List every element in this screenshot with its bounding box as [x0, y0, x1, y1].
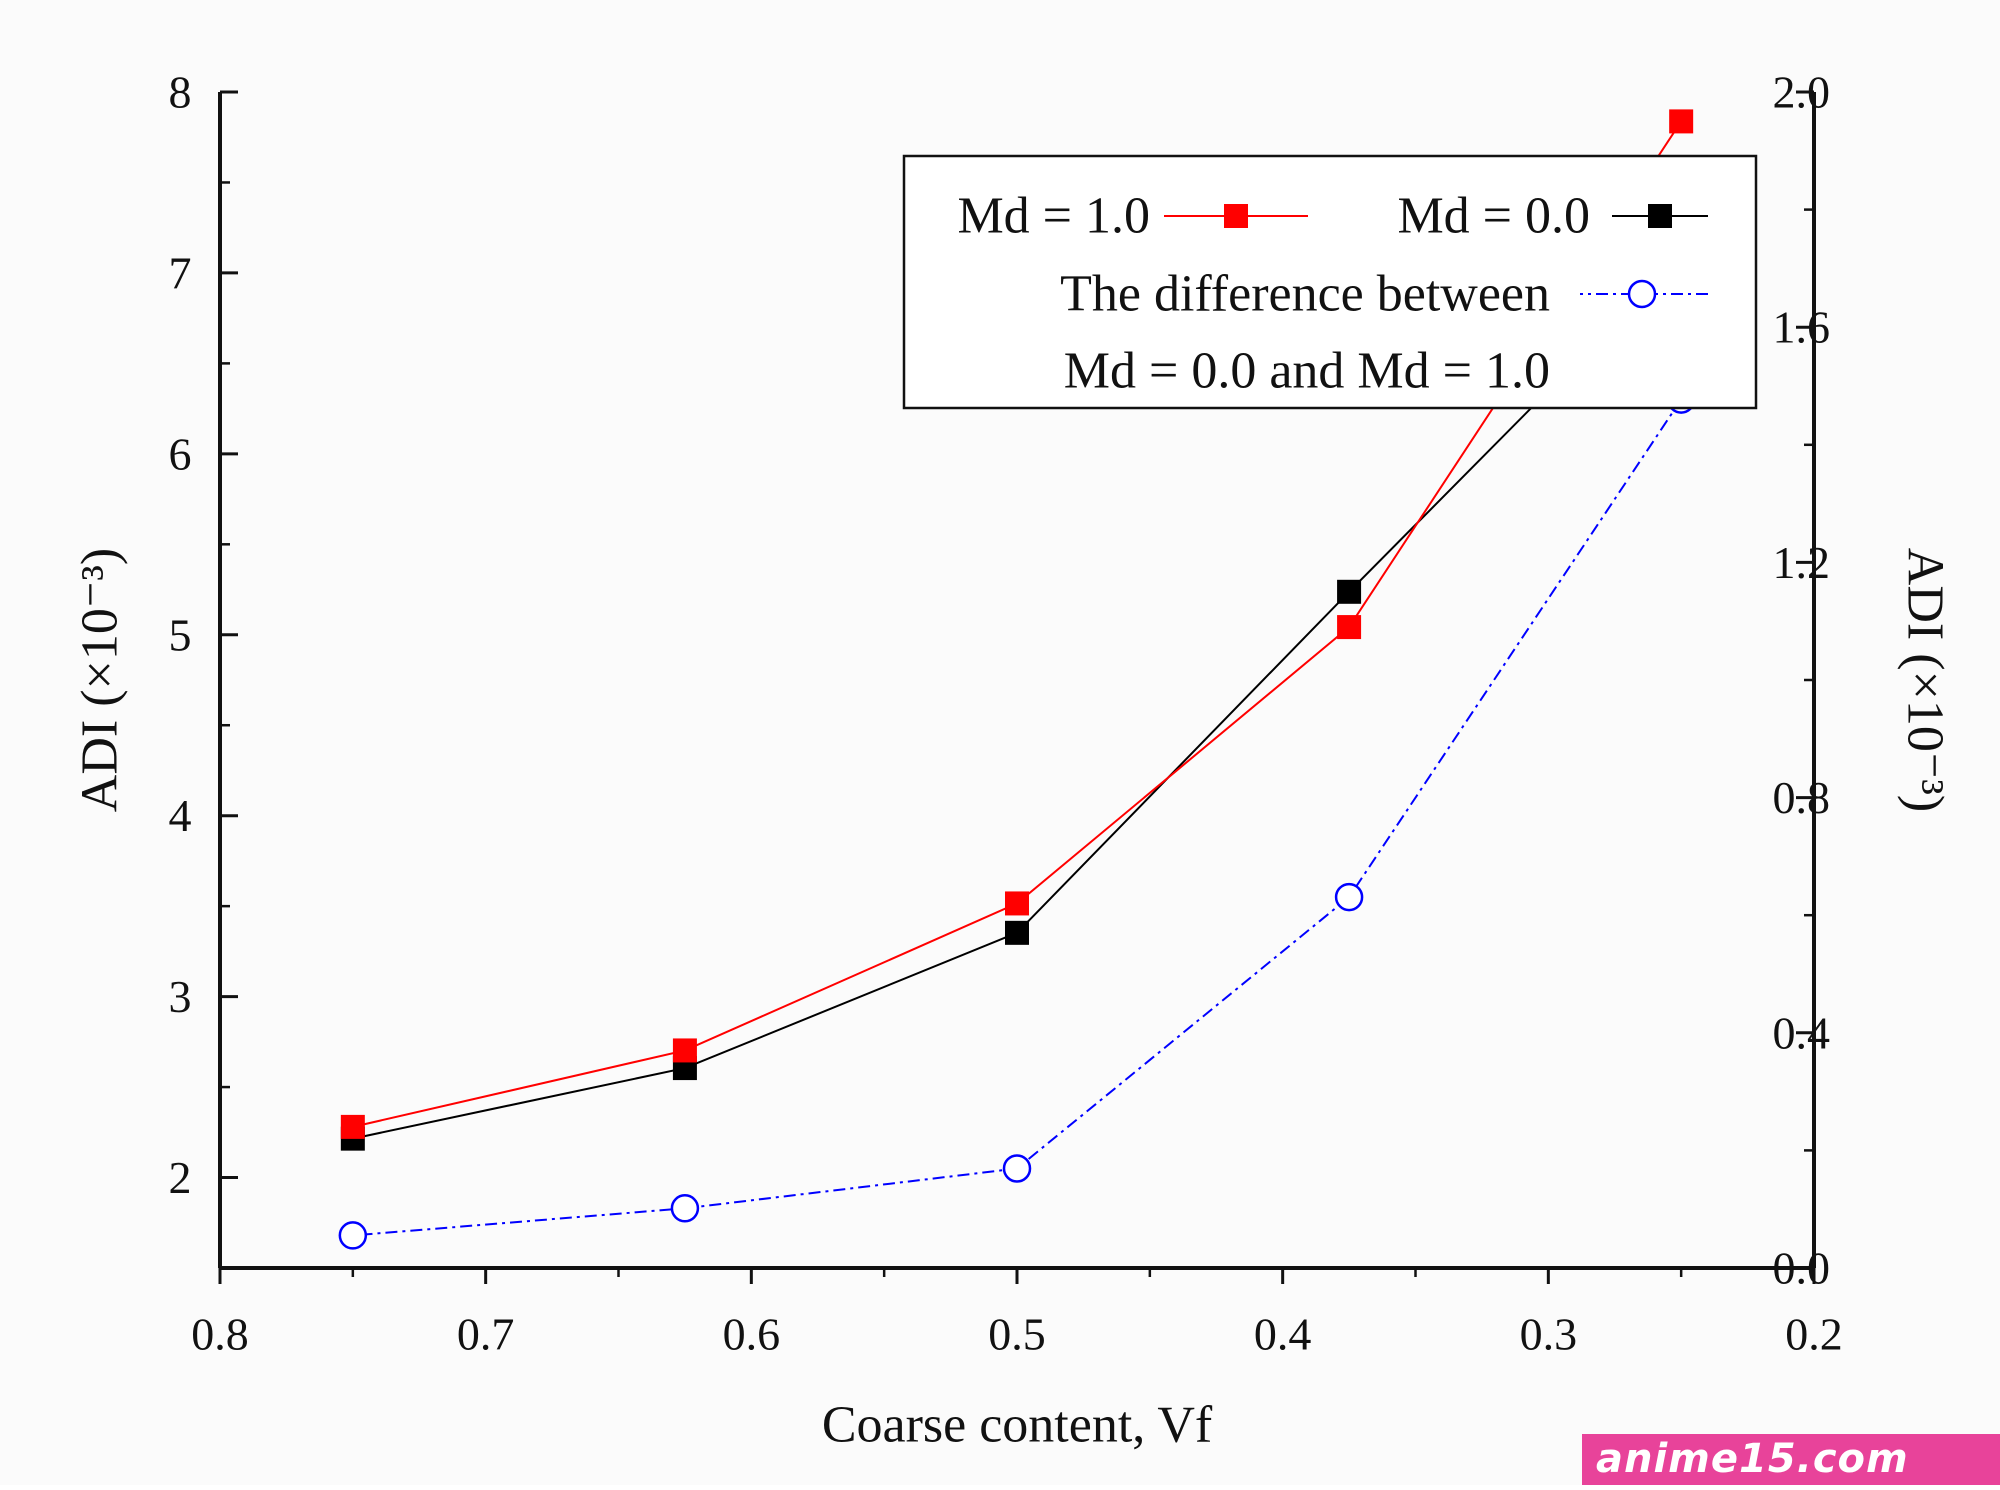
y-right-tick-label-wrap: 5	[169, 609, 192, 660]
x-axis-title-wrap: Coarse content, Vf	[822, 1397, 1213, 1454]
legend-label-0: Md = 0.0	[1397, 188, 1590, 245]
series-1-marker	[340, 1114, 365, 1139]
y-right-tick-label-wrap: 3	[169, 971, 192, 1022]
x-axis-title: Coarse content, Vf	[822, 1397, 1213, 1454]
series-1-marker	[1337, 615, 1362, 640]
y-right-axis-title: ADI (×10⁻³)	[72, 548, 129, 812]
y-left-tick-label-wrap: 1.6	[1773, 302, 1831, 353]
legend-label-1-wrap: Md = 1.0	[957, 188, 1150, 245]
x-tick-label-wrap: 0.8	[191, 1309, 249, 1360]
y-right-tick-label-wrap: 2	[169, 1152, 192, 1203]
x-tick-label: 0.2	[1785, 1309, 1843, 1360]
legend-marker-2	[1627, 279, 1657, 309]
y-left-tick-label-wrap: 0.0	[1773, 1243, 1831, 1294]
legend: Md = 0.0 Md = 1.0 The difference between Md…	[902, 154, 1758, 410]
y-left-tick-label-wrap: 2.0	[1773, 67, 1831, 118]
legend-box	[902, 154, 1758, 410]
y-right-tick-label: 4	[169, 790, 192, 841]
series-markers-group	[338, 109, 1696, 1250]
y-right-tick-label: 8	[169, 67, 192, 118]
legend-label-2a-wrap: The difference between	[1060, 266, 1550, 323]
y-right-tick-label: 6	[169, 428, 192, 479]
y-left-tick-label: 1.2	[1773, 537, 1831, 588]
x-tick-label: 0.6	[723, 1309, 781, 1360]
series-0-marker	[1337, 579, 1362, 604]
x-tick-label-wrap: 0.2	[1785, 1309, 1843, 1360]
watermark-logo: anime15.com	[1582, 1434, 2000, 1485]
y-right-tick-label: 2	[169, 1152, 192, 1203]
series-2-marker	[670, 1194, 700, 1223]
x-tick-label-wrap: 0.7	[457, 1309, 515, 1360]
legend-label-2b-wrap: Md = 0.0 and Md = 1.0	[1064, 343, 1550, 400]
legend-label-0-wrap: Md = 0.0	[1397, 188, 1590, 245]
y-left-tick-label: 0.8	[1773, 772, 1831, 823]
y-left-tick-label: 0.4	[1773, 1007, 1831, 1058]
y-left-axis-title-wrap: ADI (×10⁻³)	[1897, 548, 1954, 812]
legend-label-2b: Md = 0.0 and Md = 1.0	[1064, 343, 1550, 400]
y-left-tick-label-wrap: 1.2	[1773, 537, 1831, 588]
series-0-marker	[1005, 920, 1029, 945]
y-right-tick-label: 5	[169, 609, 192, 660]
y-left-axis-title: ADI (×10⁻³)	[1897, 548, 1954, 812]
y-right-tick-label-wrap: 7	[169, 247, 192, 298]
x-tick-label: 0.8	[191, 1309, 249, 1360]
axes-group: 0.2 0.3 0.4 0.5 0.6 0.7 0.8 0.0 0.4 0.8 1.2 1.6 2.0 2…	[72, 67, 1954, 1454]
y-right-tick-label: 7	[169, 247, 192, 298]
series-2-marker	[338, 1221, 368, 1250]
x-tick-label: 0.7	[457, 1309, 515, 1360]
y-left-tick-label: 2.0	[1773, 67, 1831, 118]
y-left-tick-label-wrap: 0.8	[1773, 772, 1831, 823]
x-tick-label-wrap: 0.3	[1520, 1309, 1578, 1360]
legend-marker-1	[1224, 204, 1248, 228]
y-right-tick-label: 3	[169, 971, 192, 1022]
legend-label-1: Md = 1.0	[957, 188, 1150, 245]
x-tick-label: 0.4	[1254, 1309, 1312, 1360]
x-tick-label-wrap: 0.6	[723, 1309, 781, 1360]
x-tick-label: 0.5	[988, 1309, 1046, 1360]
y-left-tick-label-wrap: 0.4	[1773, 1007, 1831, 1058]
y-right-axis-title-wrap: ADI (×10⁻³)	[72, 548, 129, 812]
x-tick-label: 0.3	[1520, 1309, 1578, 1360]
x-tick-label-wrap: 0.4	[1254, 1309, 1312, 1360]
y-right-tick-label-wrap: 4	[169, 790, 192, 841]
series-1-marker	[1005, 891, 1029, 916]
series-1-marker	[1669, 109, 1694, 134]
series-2-marker	[1334, 882, 1364, 912]
y-left-tick-label: 1.6	[1773, 302, 1831, 353]
legend-label-2a: The difference between	[1060, 266, 1550, 323]
y-right-tick-label-wrap: 6	[169, 428, 192, 479]
series-2-marker	[1002, 1154, 1032, 1183]
series-1-marker	[672, 1038, 697, 1063]
x-tick-label-wrap: 0.5	[988, 1309, 1046, 1360]
y-left-tick-label: 0.0	[1773, 1243, 1831, 1294]
y-right-tick-label-wrap: 8	[169, 67, 192, 118]
legend-marker-0	[1648, 204, 1672, 228]
